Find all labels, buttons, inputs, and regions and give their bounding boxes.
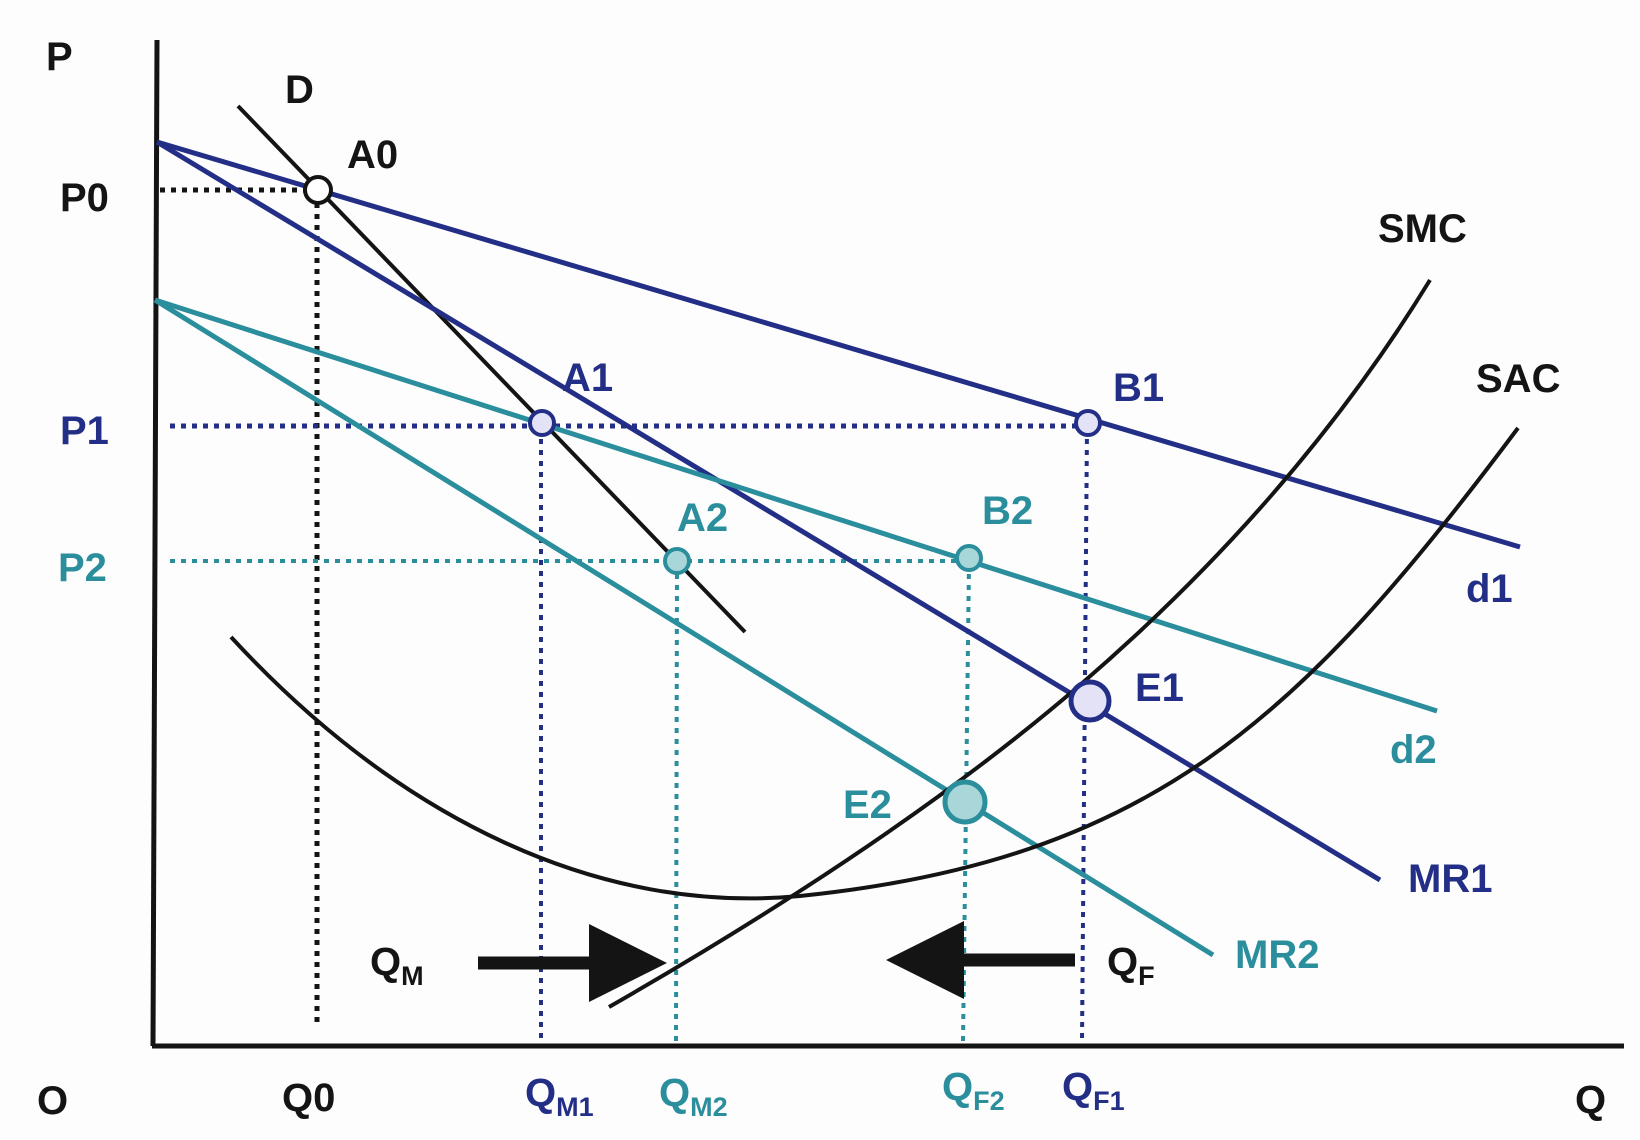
quantity-label-q0: Q0 [282, 1076, 335, 1120]
curve-label-d: D [285, 68, 314, 112]
dotted-guides [160, 187, 1089, 1043]
point-b2 [955, 544, 983, 572]
y-axis-label: P [46, 35, 73, 79]
point-label-b1: B1 [1113, 366, 1164, 410]
qf-subscript: F [1138, 961, 1155, 991]
point-a2 [663, 547, 691, 575]
qm1-subscript: M1 [556, 1092, 594, 1122]
price-label-p0: P0 [60, 176, 109, 220]
qf1-subscript: F1 [1093, 1086, 1125, 1116]
point-label-a2: A2 [677, 496, 728, 540]
point-a0 [303, 175, 333, 205]
mr2-curve [153, 297, 1215, 958]
point-label-a0: A0 [347, 133, 398, 177]
qf2-main: Q [942, 1065, 973, 1109]
y-axis [150, 39, 160, 1047]
sac-curve [229, 426, 1520, 901]
point-e1 [1068, 679, 1112, 723]
qm2-subscript: M2 [690, 1092, 728, 1122]
curve-label-mr2: MR2 [1235, 933, 1319, 977]
arrow-label-qm: QM [370, 940, 424, 991]
d1-curve [156, 139, 1521, 550]
qf-main: Q [1107, 940, 1138, 984]
quantity-label-qf1: QF1 [1062, 1065, 1125, 1116]
curve-label-d1: d1 [1466, 567, 1513, 611]
arrow-label-qf: QF [1107, 940, 1155, 991]
price-label-p1: P1 [60, 409, 109, 453]
curve-label-d2: d2 [1390, 728, 1437, 772]
qm-main: Q [370, 940, 401, 984]
curve-label-sac: SAC [1476, 357, 1560, 401]
qm1-main: Q [525, 1071, 556, 1115]
curve-label-mr1: MR1 [1408, 857, 1492, 901]
x-axis-label: Q [1575, 1078, 1606, 1122]
point-label-b2: B2 [982, 489, 1033, 533]
price-label-p2: P2 [58, 546, 107, 590]
qm2-guide [674, 562, 679, 1043]
mr1-curve [155, 139, 1382, 883]
qf1-main: Q [1062, 1065, 1093, 1109]
qm-subscript: M [401, 961, 424, 991]
qf1-guide [1080, 427, 1089, 1043]
qf2-subscript: F2 [973, 1086, 1005, 1116]
quantity-label-qm2: QM2 [659, 1071, 728, 1122]
quantity-label-qm1: QM1 [525, 1071, 594, 1122]
curve-label-smc: SMC [1378, 207, 1467, 251]
quantity-label-qf2: QF2 [942, 1065, 1005, 1116]
point-e2 [942, 779, 988, 825]
qm2-main: Q [659, 1071, 690, 1115]
point-a1 [528, 409, 556, 437]
point-b1 [1074, 409, 1102, 437]
origin-label: O [37, 1079, 68, 1123]
point-label-e1: E1 [1135, 666, 1184, 710]
d2-curve [154, 297, 1438, 714]
point-label-a1: A1 [562, 356, 613, 400]
point-label-e2: E2 [843, 783, 892, 827]
